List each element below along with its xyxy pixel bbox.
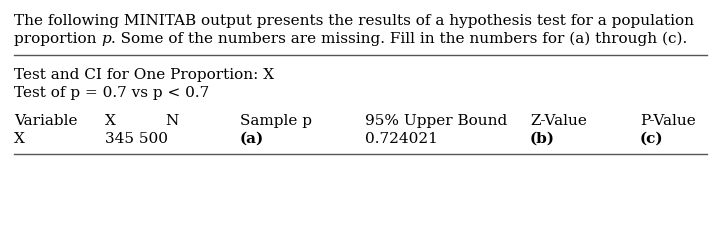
- Text: X: X: [105, 114, 116, 128]
- Text: 95% Upper Bound: 95% Upper Bound: [365, 114, 508, 128]
- Text: proportion: proportion: [14, 32, 102, 46]
- Text: . Some of the numbers are missing. Fill in the numbers for (a) through (c).: . Some of the numbers are missing. Fill …: [111, 32, 687, 46]
- Text: P-Value: P-Value: [640, 114, 696, 128]
- Text: Z-Value: Z-Value: [530, 114, 587, 128]
- Text: Test of p = 0.7 vs p < 0.7: Test of p = 0.7 vs p < 0.7: [14, 86, 209, 100]
- Text: Test and CI for One Proportion: X: Test and CI for One Proportion: X: [14, 68, 274, 82]
- Text: 345 500: 345 500: [105, 132, 168, 145]
- Text: 0.724021: 0.724021: [365, 132, 438, 145]
- Text: (b): (b): [530, 132, 555, 145]
- Text: p: p: [102, 32, 111, 46]
- Text: The following MINITAB output presents the results of a hypothesis test for a pop: The following MINITAB output presents th…: [14, 14, 694, 28]
- Text: N: N: [165, 114, 178, 128]
- Text: (c): (c): [640, 132, 663, 145]
- Text: Variable: Variable: [14, 114, 77, 128]
- Text: X: X: [14, 132, 25, 145]
- Text: (a): (a): [240, 132, 265, 145]
- Text: Sample p: Sample p: [240, 114, 312, 128]
